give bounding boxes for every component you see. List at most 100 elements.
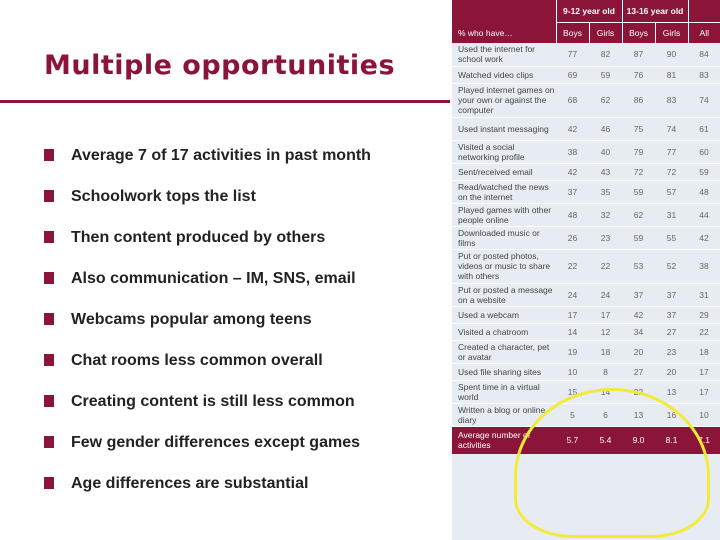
percent-cell: 75 <box>622 117 656 141</box>
activity-label: Created a character, pet or avatar <box>452 340 556 364</box>
bullet-marker <box>44 436 54 448</box>
bullet-item: Then content produced by others <box>44 228 371 269</box>
percent-cell: 34 <box>622 323 656 341</box>
activity-label: Read/watched the news on the internet <box>452 180 556 204</box>
table-row: Played games with other people online 48 3… <box>452 203 720 227</box>
footer-value: 5.7 <box>556 426 589 454</box>
percent-cell: 43 <box>589 163 623 181</box>
activity-label: Downloaded music or films <box>452 226 556 250</box>
percent-cell: 17 <box>556 306 589 324</box>
percent-cell: 76 <box>622 66 656 84</box>
percent-cell: 79 <box>622 140 656 164</box>
activity-label: Used the internet for school work <box>452 43 556 67</box>
activity-label: Used a webcam <box>452 306 556 324</box>
bullet-item: Also communication – IM, SNS, email <box>44 269 371 310</box>
percent-cell: 38 <box>556 140 589 164</box>
percent-cell: 42 <box>556 117 589 141</box>
percent-cell: 16 <box>655 403 689 427</box>
percent-cell: 42 <box>688 226 720 250</box>
bullet-text: Average 7 of 17 activities in past month <box>71 147 371 164</box>
percent-cell: 23 <box>655 340 689 364</box>
footer-value: 9.0 <box>622 426 656 454</box>
bullet-text: Chat rooms less common overall <box>71 352 323 369</box>
percent-cell: 77 <box>655 140 689 164</box>
percent-cell: 59 <box>622 226 656 250</box>
percent-cell: 10 <box>688 403 720 427</box>
column-header: Girls <box>654 22 689 43</box>
percent-cell: 22 <box>622 380 656 404</box>
percent-cell: 19 <box>556 340 589 364</box>
bullet-marker <box>44 354 54 366</box>
percent-cell: 17 <box>688 380 720 404</box>
percent-cell: 35 <box>589 180 623 204</box>
bullet-marker <box>44 313 54 325</box>
percent-cell: 48 <box>556 203 589 227</box>
age-group-header: 13-16 year old <box>621 0 689 23</box>
percent-cell: 31 <box>655 203 689 227</box>
table-row: Sent/received email 42 43 72 72 59 <box>452 163 720 181</box>
table-row: Used the internet for school work 77 82 87 9… <box>452 43 720 67</box>
title-rule <box>0 100 450 103</box>
percent-cell: 74 <box>655 117 689 141</box>
percent-cell: 57 <box>655 180 689 204</box>
percent-cell: 90 <box>655 43 689 67</box>
percent-cell: 14 <box>556 323 589 341</box>
percent-cell: 31 <box>688 283 720 307</box>
table-row: Visited a chatroom 14 12 34 27 22 <box>452 323 720 341</box>
percent-cell: 53 <box>622 249 656 284</box>
percent-cell: 87 <box>622 43 656 67</box>
percent-cell: 20 <box>622 340 656 364</box>
column-header: Boys <box>555 22 589 43</box>
table-row: Downloaded music or films 26 23 59 55 42 <box>452 226 720 250</box>
table-row: Put or posted photos, videos or music to… <box>452 249 720 284</box>
percent-cell: 8 <box>589 363 623 381</box>
bullet-marker <box>44 149 54 161</box>
footer-value: 8.1 <box>655 426 689 454</box>
bullet-marker <box>44 477 54 489</box>
table-row: Visited a social networking profile 38 40 7… <box>452 140 720 164</box>
percent-cell: 10 <box>556 363 589 381</box>
percent-cell: 37 <box>655 283 689 307</box>
column-header: Boys <box>621 22 656 43</box>
percent-cell: 42 <box>556 163 589 181</box>
table-row: Read/watched the news on the internet 37 3… <box>452 180 720 204</box>
percent-cell: 59 <box>589 66 623 84</box>
table-row: Used instant messaging 42 46 75 74 61 <box>452 117 720 141</box>
footer-value: 7.1 <box>688 426 720 454</box>
percent-cell: 32 <box>589 203 623 227</box>
table-row: Put or posted a message on a website 24 24… <box>452 283 720 307</box>
percent-cell: 17 <box>589 306 623 324</box>
bullet-item: Schoolwork tops the list <box>44 187 371 228</box>
footer-value: 5.4 <box>589 426 623 454</box>
percent-cell: 44 <box>688 203 720 227</box>
bullet-marker <box>44 272 54 284</box>
bullet-text: Schoolwork tops the list <box>71 188 256 205</box>
slide-title: Multiple opportunities <box>44 50 396 81</box>
bullet-list: Average 7 of 17 activities in past month… <box>44 146 371 515</box>
percent-cell: 37 <box>655 306 689 324</box>
percent-cell: 12 <box>589 323 623 341</box>
percent-cell: 22 <box>556 249 589 284</box>
activity-label: Played internet games on your own or aga… <box>452 83 556 118</box>
age-group-header: 9-12 year old <box>555 0 623 23</box>
table-row: Watched video clips 69 59 76 81 83 <box>452 66 720 84</box>
table-row: Created a character, pet or avatar 19 18 20… <box>452 340 720 364</box>
percent-cell: 24 <box>589 283 623 307</box>
percent-cell: 27 <box>655 323 689 341</box>
percent-cell: 37 <box>622 283 656 307</box>
percent-cell: 82 <box>589 43 623 67</box>
percent-cell: 48 <box>688 180 720 204</box>
percent-cell: 18 <box>688 340 720 364</box>
percent-cell: 52 <box>655 249 689 284</box>
percent-cell: 77 <box>556 43 589 67</box>
percent-cell: 81 <box>655 66 689 84</box>
bullet-item: Age differences are substantial <box>44 474 371 515</box>
activity-label: Sent/received email <box>452 163 556 181</box>
bullet-text: Creating content is still less common <box>71 393 355 410</box>
bullet-item: Webcams popular among teens <box>44 310 371 351</box>
activity-label: Played games with other people online <box>452 203 556 227</box>
footer-label: Average number of activities <box>452 426 556 454</box>
percent-cell: 59 <box>622 180 656 204</box>
bullet-item: Few gender differences except games <box>44 433 371 474</box>
column-header: Girls <box>588 22 623 43</box>
